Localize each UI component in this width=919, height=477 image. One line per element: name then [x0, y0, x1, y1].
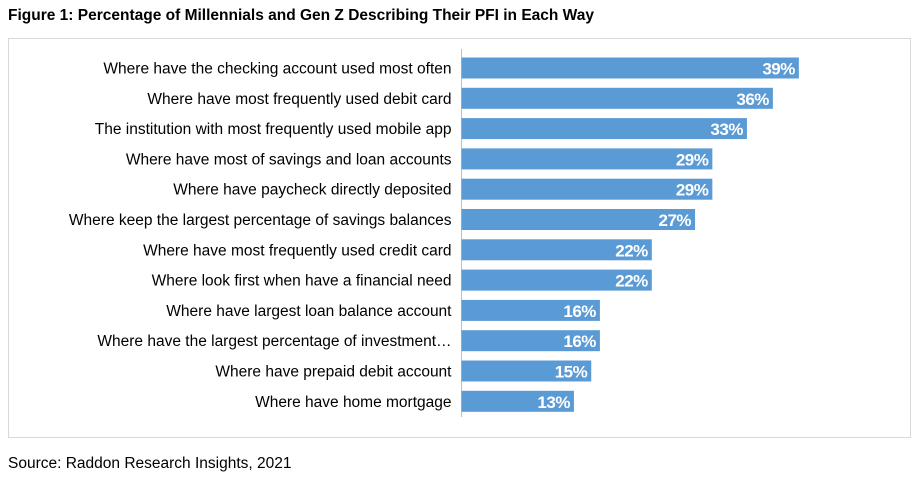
- data-label: 22%: [615, 241, 648, 260]
- category-label: Where have the largest percentage of inv…: [97, 333, 451, 350]
- source-note: Source: Raddon Research Insights, 2021: [8, 455, 292, 472]
- data-label: 36%: [736, 90, 769, 109]
- bars-group: Where have the checking account used mos…: [69, 57, 799, 412]
- bar: [461, 209, 696, 230]
- category-label: The institution with most frequently use…: [95, 121, 452, 138]
- data-label: 33%: [710, 120, 743, 139]
- bar: [461, 57, 799, 79]
- category-label: Where have most of savings and loan acco…: [126, 151, 452, 168]
- figure-title: Figure 1: Percentage of Millennials and …: [8, 7, 594, 24]
- bar: [461, 148, 713, 170]
- category-label: Where have most frequently used credit c…: [143, 242, 451, 259]
- data-label: 15%: [555, 363, 588, 382]
- category-label: Where look first when have a financial n…: [152, 273, 452, 290]
- bar: [461, 330, 600, 352]
- data-label: 16%: [563, 332, 596, 351]
- bar: [461, 118, 747, 140]
- bar: [461, 269, 652, 291]
- category-label: Where have largest loan balance account: [166, 303, 452, 320]
- category-label: Where have prepaid debit account: [215, 364, 452, 381]
- category-label: Where have home mortgage: [255, 394, 451, 411]
- bar: [461, 87, 773, 109]
- bar: [461, 178, 713, 200]
- bar: [461, 390, 574, 412]
- data-label: 29%: [676, 181, 709, 200]
- bar: [461, 360, 592, 382]
- data-label: 29%: [676, 150, 709, 169]
- data-label: 22%: [615, 272, 648, 291]
- chart-area: Where have the checking account used mos…: [8, 38, 911, 438]
- data-label: 13%: [537, 393, 570, 412]
- data-label: 27%: [659, 211, 692, 230]
- category-label: Where keep the largest percentage of sav…: [69, 212, 452, 229]
- data-label: 16%: [563, 302, 596, 321]
- data-label: 39%: [762, 60, 795, 79]
- bar: [461, 299, 600, 321]
- bar-chart: Where have the checking account used mos…: [69, 49, 799, 417]
- category-label: Where have paycheck directly deposited: [173, 182, 451, 199]
- category-label: Where have most frequently used debit ca…: [147, 91, 451, 108]
- bar: [461, 239, 652, 261]
- category-label: Where have the checking account used mos…: [103, 61, 451, 78]
